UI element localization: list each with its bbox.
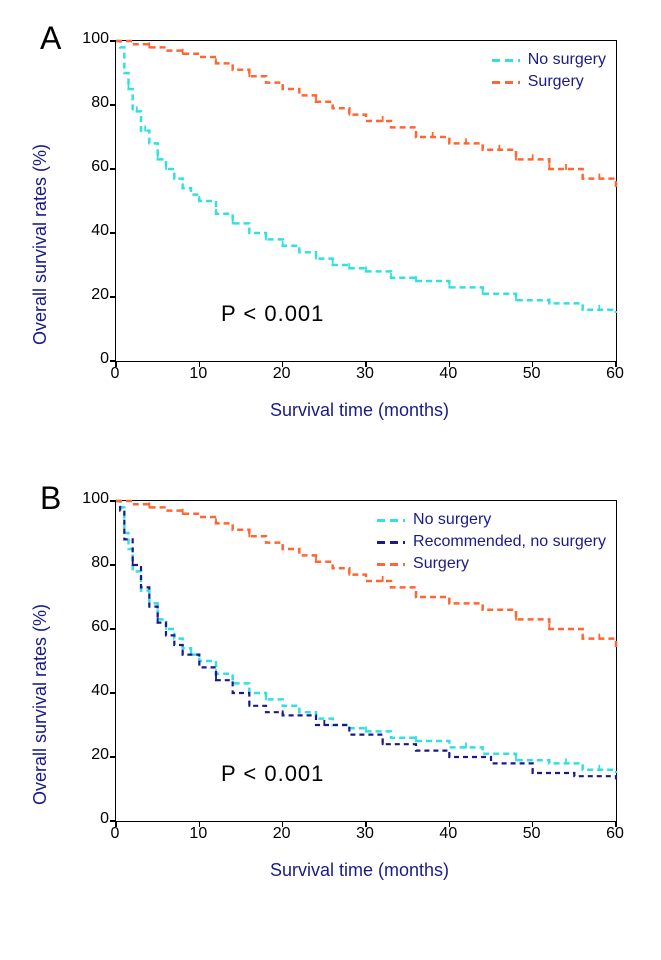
x-tick-label: 10: [189, 825, 207, 843]
legend-swatch: [492, 59, 520, 62]
x-tick-label: 30: [356, 365, 374, 383]
y-axis-label: Overall survival rates (%): [30, 144, 51, 345]
legend: No surgery Recommended, no surgery Surgery: [377, 511, 606, 577]
x-tick-label: 40: [439, 825, 457, 843]
legend-label: No surgery: [413, 511, 491, 529]
x-tick-label: 0: [111, 825, 120, 843]
x-axis-label: Survival time (months): [270, 860, 449, 881]
chart-panel: A Overall survival rates (%) Survival time…: [20, 20, 641, 450]
legend-label: No surgery: [528, 51, 606, 69]
y-tick-label: 20: [91, 746, 109, 764]
legend-swatch: [492, 81, 520, 84]
x-tick-label: 30: [356, 825, 374, 843]
legend-item: Surgery: [492, 73, 606, 91]
y-tick-label: 60: [91, 618, 109, 636]
chart-panel: B Overall survival rates (%) Survival time…: [20, 480, 641, 910]
legend-swatch: [377, 541, 405, 544]
y-tick-label: 80: [91, 94, 109, 112]
legend-label: Recommended, no surgery: [413, 533, 606, 551]
y-tick-label: 60: [91, 158, 109, 176]
x-tick-label: 40: [439, 365, 457, 383]
legend-label: Surgery: [413, 555, 469, 573]
x-tick-label: 20: [273, 825, 291, 843]
x-tick-label: 10: [189, 365, 207, 383]
x-tick-label: 50: [523, 825, 541, 843]
y-tick-label: 0: [100, 350, 109, 368]
legend-swatch: [377, 563, 405, 566]
y-axis-label: Overall survival rates (%): [30, 604, 51, 805]
panel-label: B: [40, 480, 61, 517]
y-tick-label: 0: [100, 810, 109, 828]
panel-label: A: [40, 20, 61, 57]
legend: No surgery Surgery: [492, 51, 606, 95]
plot-area: No surgery Surgery P < 0.001: [115, 40, 617, 362]
legend-item: Recommended, no surgery: [377, 533, 606, 551]
x-tick-label: 20: [273, 365, 291, 383]
p-value-label: P < 0.001: [221, 301, 324, 327]
x-tick-label: 60: [606, 825, 624, 843]
x-tick-label: 0: [111, 365, 120, 383]
y-tick-label: 20: [91, 286, 109, 304]
x-tick-label: 60: [606, 365, 624, 383]
legend-item: Surgery: [377, 555, 606, 573]
y-tick-label: 40: [91, 222, 109, 240]
x-axis-label: Survival time (months): [270, 400, 449, 421]
y-tick-label: 40: [91, 682, 109, 700]
legend-item: No surgery: [377, 511, 606, 529]
y-tick-label: 100: [82, 490, 109, 508]
plot-area: No surgery Recommended, no surgery Surgery…: [115, 500, 617, 822]
legend-swatch: [377, 519, 405, 522]
legend-label: Surgery: [528, 73, 584, 91]
legend-item: No surgery: [492, 51, 606, 69]
y-tick-label: 100: [82, 30, 109, 48]
p-value-label: P < 0.001: [221, 761, 324, 787]
x-tick-label: 50: [523, 365, 541, 383]
y-tick-label: 80: [91, 554, 109, 572]
